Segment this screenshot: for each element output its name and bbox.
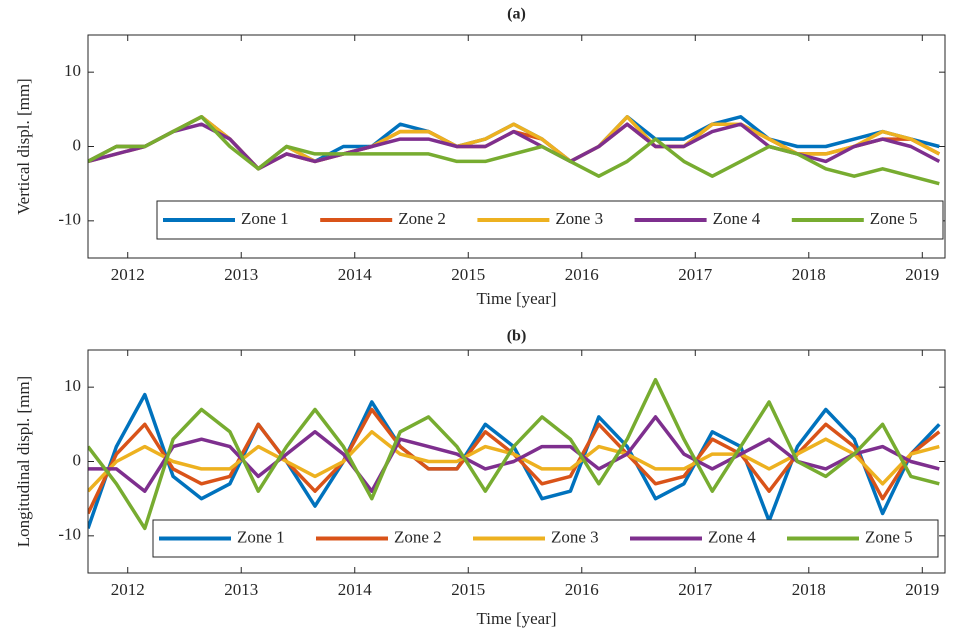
y-tick-label: -10	[58, 525, 81, 544]
y-axis-label: Longitudinal displ. [mm]	[14, 376, 33, 547]
x-tick-label: 2013	[224, 580, 258, 599]
x-tick-label: 2016	[565, 265, 599, 284]
legend-label: Zone 3	[555, 209, 603, 228]
legend-label: Zone 2	[398, 209, 446, 228]
x-tick-label: 2014	[338, 265, 373, 284]
chart-title: (a)	[507, 6, 526, 23]
axes-box	[87, 34, 946, 259]
x-axis-label: Time [year]	[476, 609, 556, 628]
x-tick-label: 2015	[451, 580, 485, 599]
legend-label: Zone 1	[241, 209, 289, 228]
y-tick-label: -10	[58, 210, 81, 229]
legend-label: Zone 5	[870, 209, 918, 228]
chart-title: (b)	[507, 328, 527, 345]
y-tick-label: 10	[64, 61, 81, 80]
y-tick-label: 0	[73, 135, 82, 154]
series-line	[88, 115, 940, 186]
x-tick-label: 2015	[451, 265, 485, 284]
x-tick-label: 2019	[905, 265, 939, 284]
legend-label: Zone 4	[713, 209, 761, 228]
x-tick-label: 2012	[111, 580, 145, 599]
legend-label: Zone 5	[865, 527, 913, 546]
x-tick-label: 2017	[678, 580, 713, 599]
series-line	[88, 377, 940, 531]
x-axis-label: Time [year]	[476, 289, 556, 308]
legend-label: Zone 2	[394, 527, 442, 546]
y-tick-label: 0	[73, 450, 82, 469]
y-tick-label: 10	[64, 376, 81, 395]
x-tick-label: 2014	[338, 580, 373, 599]
x-tick-label: 2016	[565, 580, 599, 599]
legend-label: Zone 3	[551, 527, 599, 546]
series-line	[88, 430, 940, 493]
x-tick-label: 2013	[224, 265, 258, 284]
legend-label: Zone 4	[708, 527, 756, 546]
x-tick-label: 2018	[792, 265, 826, 284]
legend-label: Zone 1	[237, 527, 285, 546]
x-tick-label: 2017	[678, 265, 713, 284]
axes-box	[87, 349, 946, 574]
x-tick-label: 2012	[111, 265, 145, 284]
x-tick-label: 2018	[792, 580, 826, 599]
x-tick-label: 2019	[905, 580, 939, 599]
y-axis-label: Vertical displ. [mm]	[14, 78, 33, 214]
